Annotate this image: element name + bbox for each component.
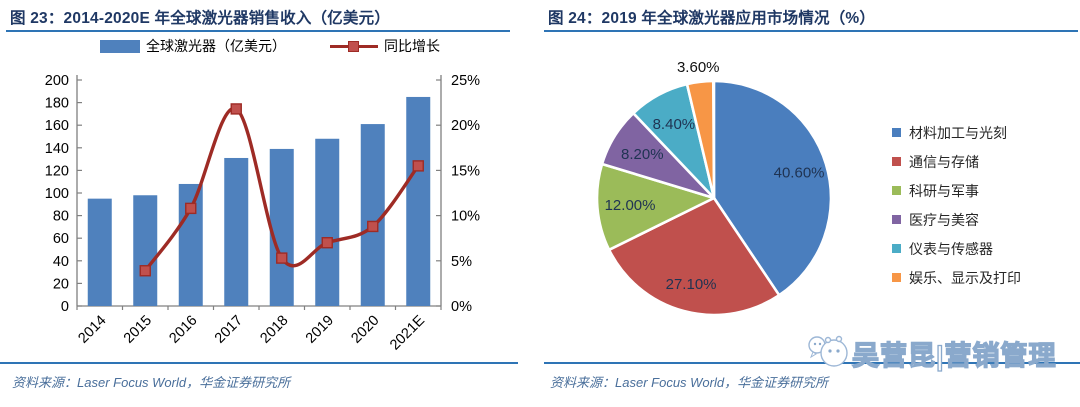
fig23-source-prefix: 资料来源： (12, 375, 78, 390)
right-axis-tick-label: 10% (451, 209, 480, 225)
legend-label: 医疗与美容 (909, 211, 979, 228)
pie-slice-label-1: 27.10% (666, 276, 717, 293)
fig23-bar-line-chart: 0 20 40 60 80 100 120 140 160 180 200 0% 5% 10% 15% 20%… (45, 73, 480, 353)
pie-slice-1 (607, 196, 781, 317)
legend-label: 材料加工与光刻 (909, 124, 1007, 141)
bar-2020 (360, 124, 385, 306)
fig23-source: 资料来源：Laser Focus World，华金证券研究所 (12, 372, 290, 391)
x-category-label: 2014 (75, 313, 109, 347)
growth-line-marker (276, 252, 288, 264)
right-axis-tick-label: 20% (451, 118, 480, 134)
bar-series-label: 全球激光器（亿美元） (146, 38, 286, 54)
left-axis-tick-label: 0 (61, 299, 69, 315)
pie-slice-label-3: 8.20% (621, 146, 664, 163)
legend-swatch (892, 215, 901, 224)
legend-swatch (892, 186, 901, 195)
pie-slice-label-0: 40.60% (774, 164, 825, 181)
bar-2015 (133, 195, 158, 306)
bar-2014 (87, 198, 112, 306)
bar-2016 (178, 183, 203, 306)
left-axis-tick-label: 100 (45, 186, 69, 202)
growth-line-marker (230, 103, 242, 115)
growth-line-marker (139, 265, 151, 277)
pie-slice-2 (595, 162, 716, 252)
fig24-legend-item-4: 仪表与传感器 (892, 234, 1021, 263)
right-axis-tick-label: 0% (451, 299, 472, 315)
fig24-title: 图 24：2019 年全球激光器应用市场情况（%） (548, 10, 876, 27)
left-axis-tick-label: 40 (53, 254, 69, 270)
fig23-title-rule (6, 30, 510, 32)
fig24-source: 资料来源：Laser Focus World，华金证券研究所 (550, 372, 828, 391)
fig24-legend-item-3: 医疗与美容 (892, 205, 1021, 234)
bar-series-swatch (100, 39, 140, 53)
left-axis-tick-label: 80 (53, 209, 69, 225)
bar-2018 (269, 148, 294, 306)
pie-slice-label-5: 3.60% (677, 59, 720, 76)
fig23-legend-item-bars: 全球激光器（亿美元） (100, 36, 286, 56)
pie-slice-0 (712, 79, 833, 297)
fig24-title-rule (544, 30, 1078, 32)
fig24-legend: 材料加工与光刻 通信与存储科研与军事医疗与美容仪表与传感器娱乐、显示及打印 (892, 118, 1021, 292)
fig23-bottom-rule (0, 362, 518, 364)
growth-line-marker (367, 220, 379, 233)
pie-slice-label-4: 8.40% (653, 116, 696, 133)
fig23-legend-item-line: 同比增长 (330, 36, 440, 56)
x-category-label: 2017 (212, 313, 246, 347)
right-axis-tick-label: 5% (451, 254, 472, 270)
fig24-source-prefix: 资料来源： (550, 375, 616, 390)
fig24-bottom-rule (544, 362, 1080, 364)
left-axis-tick-label: 200 (45, 73, 69, 89)
watermark-mascot-icon (808, 335, 848, 367)
bar-2017 (224, 157, 249, 306)
legend-label: 科研与军事 (909, 182, 979, 199)
line-series-label: 同比增长 (384, 38, 440, 54)
right-axis-tick-label: 15% (451, 163, 480, 179)
left-axis-tick-label: 140 (45, 141, 69, 157)
pie-slice-label-2: 12.00% (605, 197, 656, 214)
fig24-legend-item-1: 通信与存储 (892, 147, 1021, 176)
fig23-title: 图 23：2014-2020E 年全球激光器销售收入（亿美元） (10, 10, 391, 27)
fig24-legend-item-2: 科研与军事 (892, 176, 1021, 205)
growth-line-marker (412, 160, 424, 172)
x-category-label: 2018 (257, 313, 291, 347)
right-axis-tick-label: 25% (451, 73, 480, 89)
fig24-pie-chart: 40.60% 27.10% 12.00% 8.20% 8.40% 3.60% (595, 59, 833, 317)
left-axis-tick-label: 120 (45, 163, 69, 179)
fig24-legend-item-0: 材料加工与光刻 (892, 118, 1021, 147)
bar-2021E (406, 96, 431, 306)
legend-swatch (892, 157, 901, 166)
legend-swatch (892, 244, 901, 253)
x-category-label: 2020 (348, 313, 382, 347)
fig23-source-text: Laser Focus World，华金证券研究所 (77, 375, 291, 390)
left-axis-tick-label: 20 (53, 276, 69, 292)
line-series-swatch (330, 39, 378, 53)
x-category-label: 2019 (303, 313, 337, 347)
fig24-source-text: Laser Focus World，华金证券研究所 (615, 375, 829, 390)
legend-label: 娱乐、显示及打印 (909, 269, 1021, 286)
growth-line-marker (321, 237, 333, 249)
fig23-legend: 全球激光器（亿美元） 同比增长 (0, 36, 540, 56)
pie-slice-5 (685, 79, 716, 200)
left-axis-tick-label: 160 (45, 118, 69, 134)
growth-line-marker (185, 202, 197, 215)
x-category-label: 2015 (121, 313, 155, 347)
watermark-text: 吴营昆|营销管理 (851, 340, 1057, 371)
legend-label: 仪表与传感器 (909, 240, 993, 257)
legend-swatch (892, 273, 901, 282)
left-axis-tick-label: 60 (53, 231, 69, 247)
left-axis-tick-label: 180 (45, 96, 69, 112)
x-category-label: 2016 (166, 313, 200, 347)
fig24-legend-item-5: 娱乐、显示及打印 (892, 263, 1021, 292)
legend-swatch (892, 128, 901, 137)
bar-2019 (315, 138, 340, 306)
x-category-label: 2021E (387, 312, 428, 353)
legend-label: 通信与存储 (909, 153, 979, 170)
